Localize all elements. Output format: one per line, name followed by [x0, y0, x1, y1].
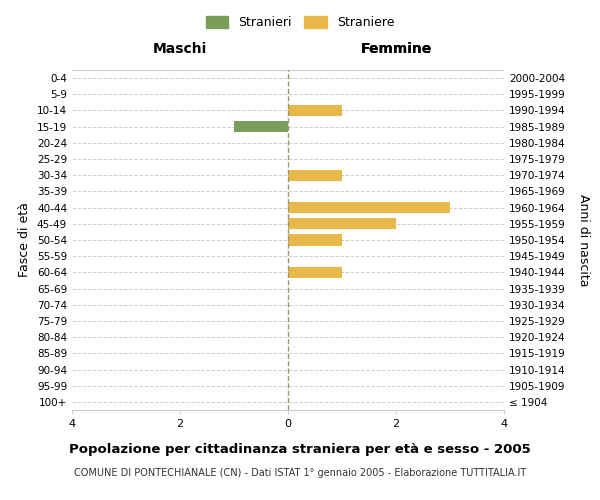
Text: Maschi: Maschi [153, 42, 207, 56]
Y-axis label: Anni di nascita: Anni di nascita [577, 194, 590, 286]
Text: COMUNE DI PONTECHIANALE (CN) - Dati ISTAT 1° gennaio 2005 - Elaborazione TUTTITA: COMUNE DI PONTECHIANALE (CN) - Dati ISTA… [74, 468, 526, 477]
Bar [288, 266, 342, 278]
Y-axis label: Fasce di età: Fasce di età [19, 202, 31, 278]
Text: Femmine: Femmine [361, 42, 431, 56]
Bar [234, 121, 288, 132]
Bar [288, 105, 342, 116]
Text: Popolazione per cittadinanza straniera per età e sesso - 2005: Popolazione per cittadinanza straniera p… [69, 442, 531, 456]
Bar [288, 218, 396, 230]
Bar [288, 202, 450, 213]
Bar [288, 170, 342, 181]
Bar [288, 234, 342, 246]
Legend: Stranieri, Straniere: Stranieri, Straniere [201, 11, 399, 34]
Text: Femmine: Femmine [361, 42, 431, 56]
